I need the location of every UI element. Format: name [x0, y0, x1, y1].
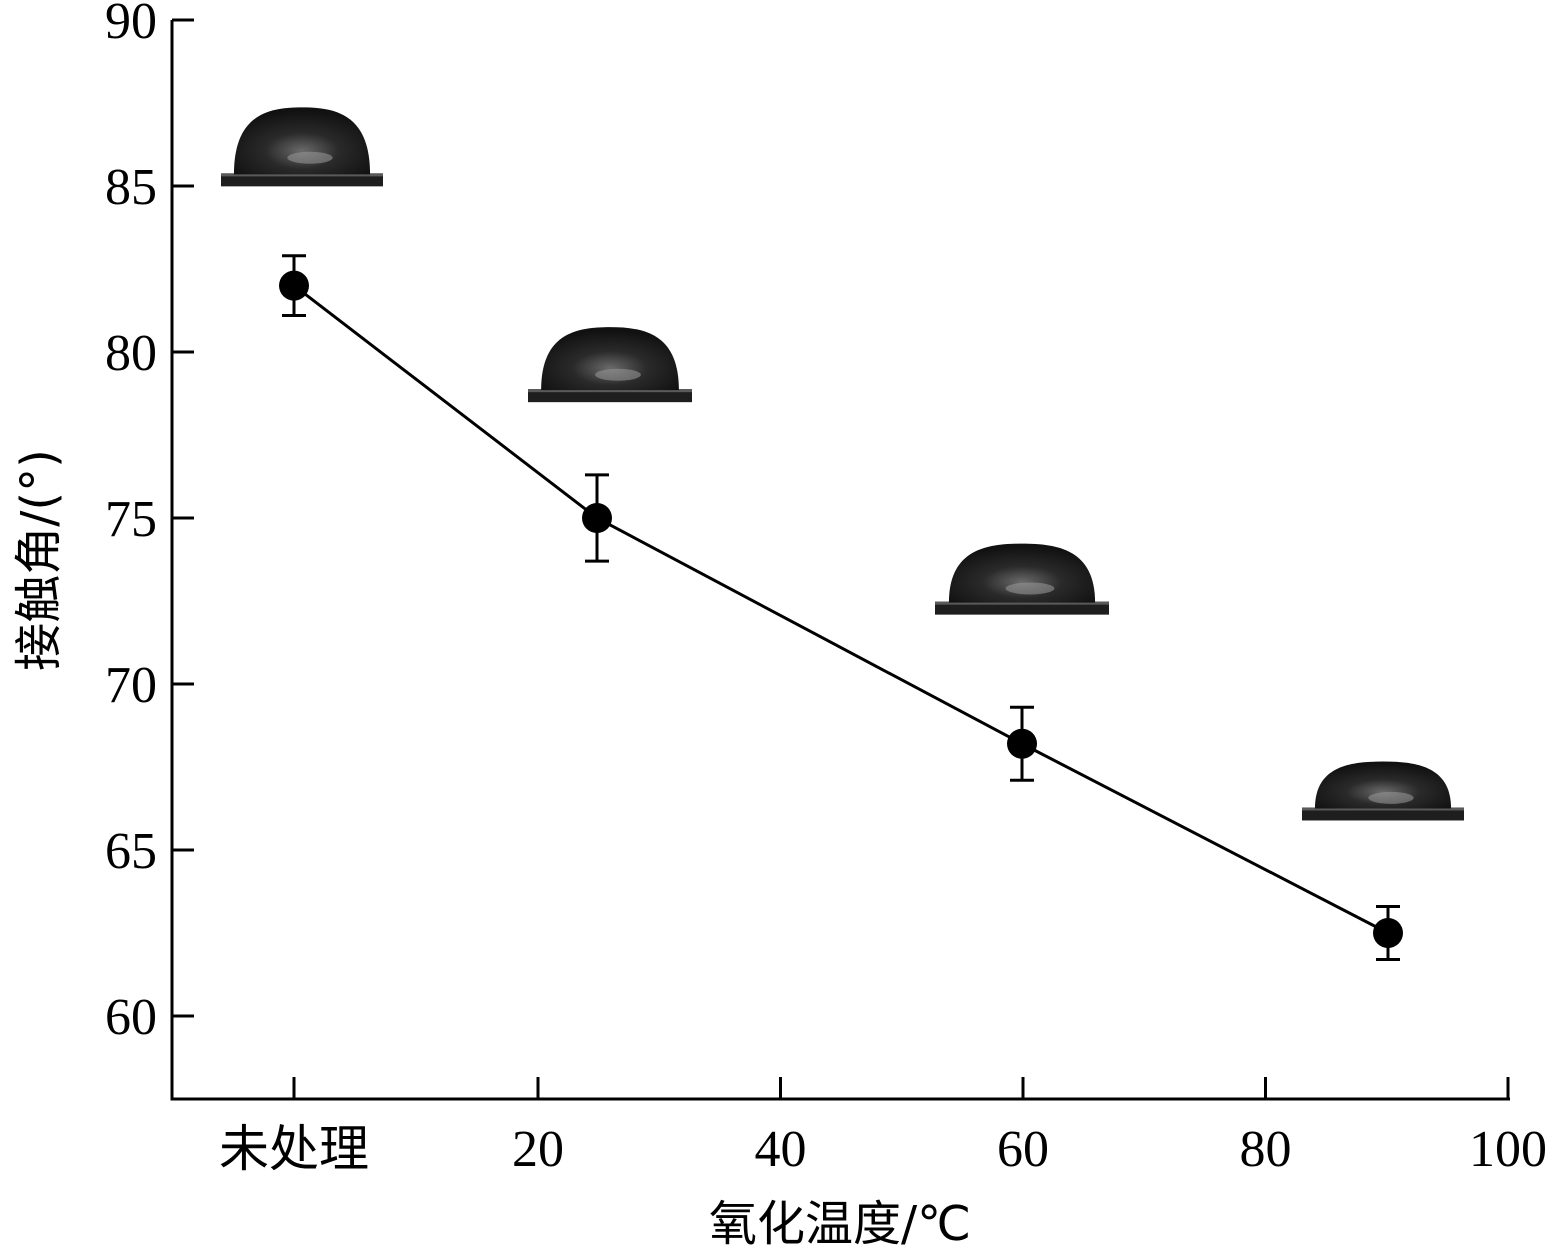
data-point [279, 270, 309, 301]
droplet-image [1302, 761, 1464, 821]
x-tick-label: 40 [755, 1121, 807, 1178]
data-point [582, 503, 612, 533]
droplet-image [528, 327, 692, 403]
y-tick-label: 70 [105, 657, 157, 714]
y-tick-label: 60 [105, 989, 157, 1046]
axes [170, 20, 1510, 1101]
series-line [293, 284, 1389, 935]
data-point [1007, 728, 1037, 759]
x-tick-label: 60 [997, 1121, 1049, 1178]
y-tick-label: 65 [105, 823, 157, 880]
y-tick-label: 85 [105, 159, 157, 216]
x-tick-label: 未处理 [219, 1120, 369, 1178]
x-tick-label: 80 [1240, 1121, 1292, 1178]
y-tick-label: 90 [105, 0, 157, 50]
x-ticks: 未处理 20 40 60 80 100 [219, 1077, 1547, 1178]
droplet-image [221, 107, 383, 187]
y-tick-label: 75 [105, 491, 157, 548]
droplet-image [935, 543, 1109, 615]
x-axis-title: 氧化温度/℃ [709, 1196, 971, 1252]
data-point [1373, 918, 1403, 948]
x-tick-label: 100 [1469, 1121, 1547, 1178]
y-axis-title: 接触角/(°) [11, 449, 67, 671]
y-ticks: 60 65 70 75 80 85 90 [105, 0, 194, 1046]
x-tick-label: 20 [512, 1121, 564, 1178]
droplet-images [221, 107, 1464, 821]
y-tick-label: 80 [105, 325, 157, 382]
series [279, 254, 1403, 962]
